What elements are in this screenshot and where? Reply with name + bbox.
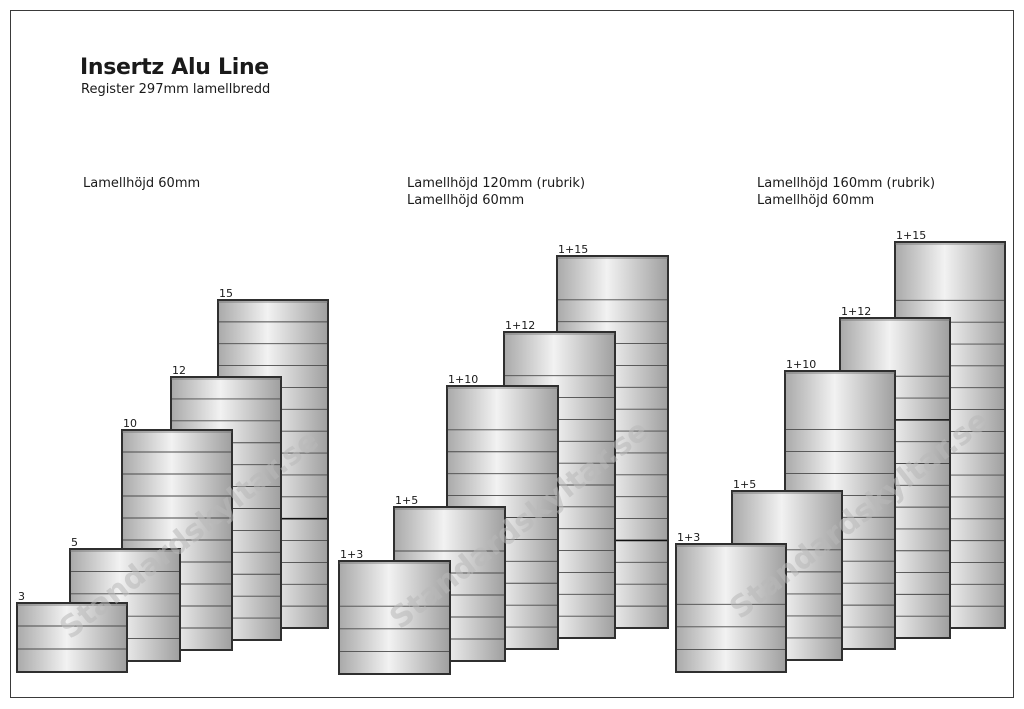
- cabinet: 1+3: [338, 548, 451, 675]
- cabinet: 1+3: [675, 531, 787, 673]
- cabinet-label: 1+15: [896, 229, 926, 242]
- group-label-line: Lamellhöjd 160mm (rubrik): [757, 176, 936, 191]
- cabinet-body: [338, 560, 451, 675]
- page-subtitle: Register 297mm lamellbredd: [81, 82, 271, 97]
- group-label-line: Lamellhöjd 60mm: [407, 193, 525, 208]
- cabinet-label: 1+5: [733, 478, 756, 491]
- cabinet-label: 1+5: [395, 494, 418, 507]
- cabinet-label: 1+12: [505, 319, 535, 332]
- cabinet-label: 1+15: [558, 243, 588, 256]
- group-label-line: Lamellhöjd 60mm: [757, 193, 875, 208]
- cabinet-label: 3: [18, 590, 25, 603]
- cabinet-group-1: 15 12 10 5 3: [16, 287, 329, 673]
- group-label-120mm: Lamellhöjd 120mm (rubrik) Lamellhöjd 60m…: [407, 175, 585, 209]
- cabinet: 3: [16, 590, 128, 673]
- cabinet-label: 1+10: [448, 373, 478, 386]
- border-frame: [10, 10, 1014, 698]
- cabinet-label: 10: [123, 417, 137, 430]
- cabinet-group-3: 1+15 1+12 1+10 1+5 1+3: [675, 229, 1006, 673]
- cabinet-group-2: 1+15 1+12 1+10 1+5 1+3: [338, 243, 669, 675]
- page-title: Insertz Alu Line: [80, 55, 269, 80]
- cabinet-label: 1+3: [340, 548, 363, 561]
- group-label-60mm: Lamellhöjd 60mm: [83, 175, 200, 192]
- group-label-line: Lamellhöjd 60mm: [83, 176, 201, 191]
- cabinet-label: 1+12: [841, 305, 871, 318]
- cabinet-label: 1+3: [677, 531, 700, 544]
- cabinet-label: 12: [172, 364, 186, 377]
- group-label-line: Lamellhöjd 120mm (rubrik): [407, 176, 586, 191]
- cabinet-label: 15: [219, 287, 233, 300]
- group-label-160mm: Lamellhöjd 160mm (rubrik) Lamellhöjd 60m…: [757, 175, 935, 209]
- cabinet-label: 1+10: [786, 358, 816, 371]
- cabinet-body: [675, 543, 787, 673]
- cabinet-body: [16, 602, 128, 673]
- cabinet-label: 5: [71, 536, 78, 549]
